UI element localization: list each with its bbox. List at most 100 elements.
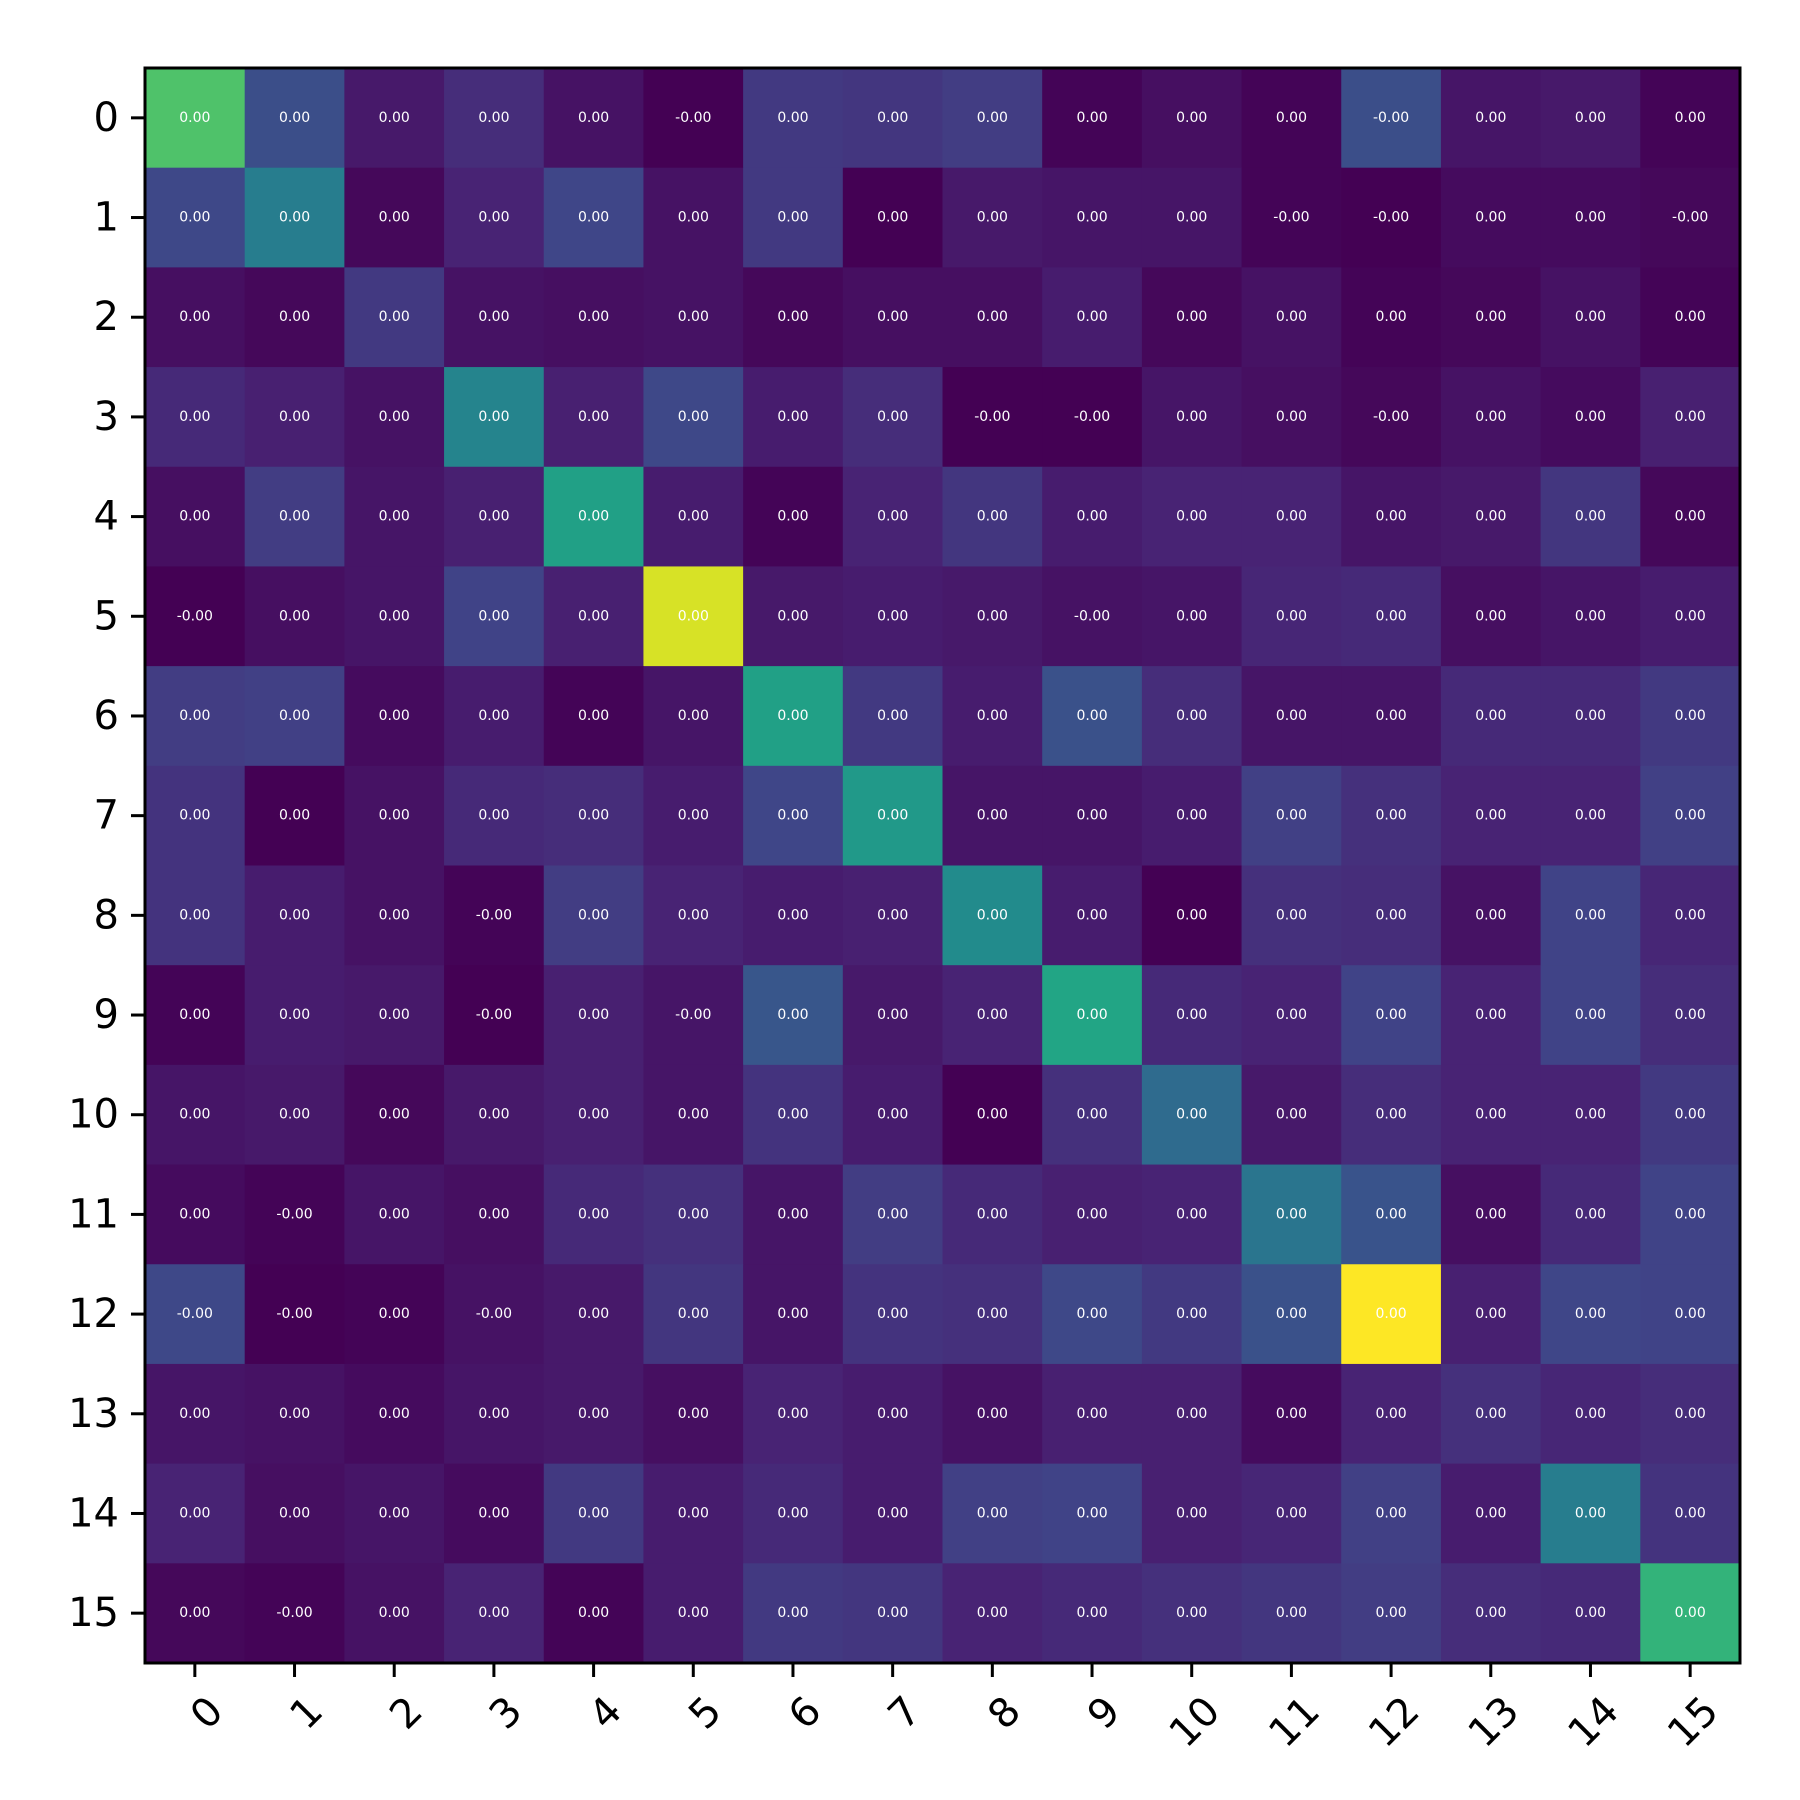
heatmap-cell [1540, 167, 1641, 268]
cell-value-label: 0.00 [1076, 210, 1107, 226]
cell-value-label: 0.00 [1076, 907, 1107, 923]
heatmap-cell [743, 367, 844, 468]
heatmap-cell [1540, 666, 1641, 767]
cell-value-label: 0.00 [379, 210, 410, 226]
cell-value-label: 0.00 [1475, 309, 1506, 325]
heatmap-cell [1440, 267, 1542, 368]
heatmap-cell [444, 367, 545, 468]
cell-value-label: 0.00 [1475, 1107, 1506, 1123]
cell-value-label: 0.00 [1176, 1605, 1207, 1621]
cell-value-label: 0.00 [1376, 1007, 1407, 1023]
heatmap-cell [842, 865, 943, 966]
cell-value-label: 0.00 [1475, 808, 1506, 824]
cell-value-label: 0.00 [578, 1306, 609, 1322]
heatmap-cell [543, 367, 644, 468]
cell-value-label: 0.00 [977, 1306, 1008, 1322]
heatmap-cell [244, 865, 345, 966]
cell-value-label: 0.00 [1675, 309, 1706, 325]
cell-value-label: 0.00 [777, 409, 808, 425]
heatmap-cell [1440, 68, 1542, 169]
heatmap-cell [1241, 1164, 1342, 1265]
cell-value-label: 0.00 [578, 509, 609, 525]
cell-value-label: 0.00 [877, 309, 908, 325]
heatmap-cell [643, 167, 744, 268]
cell-value-label: 0.00 [179, 1007, 210, 1023]
heatmap-cell [1241, 267, 1342, 368]
cell-value-label: 0.00 [877, 1306, 908, 1322]
cell-value-label: 0.00 [279, 808, 310, 824]
cell-value-label: 0.00 [279, 608, 310, 624]
plot-frame [143, 66, 1742, 1665]
heatmap-cell [145, 566, 246, 667]
cell-value-label: 0.00 [478, 1406, 509, 1422]
heatmap-cell [942, 865, 1043, 966]
cell-value-label: 0.00 [578, 210, 609, 226]
heatmap-cell [543, 68, 644, 169]
heatmap-cell [1141, 566, 1243, 667]
cell-value-label: 0.00 [1276, 808, 1307, 824]
heatmap-cell [1640, 367, 1741, 468]
heatmap-cell [643, 68, 744, 169]
cell-value-label: 0.00 [777, 110, 808, 126]
cell-value-label: 0.00 [478, 608, 509, 624]
heatmap-cell [1141, 1264, 1243, 1365]
cell-value-label: 0.00 [1276, 1605, 1307, 1621]
cell-value-label: 0.00 [1575, 1007, 1606, 1023]
cell-value-label: 0.00 [1376, 1406, 1407, 1422]
heatmap-cell [244, 367, 345, 468]
cell-value-label: 0.00 [1076, 1605, 1107, 1621]
heatmap-cell [743, 1064, 844, 1166]
cell-value-label: 0.00 [1675, 907, 1706, 923]
heatmap-cell [1540, 1363, 1641, 1465]
heatmap-cell [1241, 865, 1342, 966]
heatmap-cell [1440, 466, 1542, 567]
heatmap-cell [643, 1064, 744, 1166]
cell-value-label: 0.00 [877, 1605, 908, 1621]
cell-value-label: 0.00 [777, 1605, 808, 1621]
heatmap-cell [543, 1463, 644, 1564]
heatmap-cell [244, 1164, 345, 1265]
heatmap-cell [842, 566, 943, 667]
heatmap-cell [1042, 367, 1143, 468]
cell-value-label: 0.00 [179, 509, 210, 525]
heatmap-cell-labels: 0.00 0.00 0.00 0.00 0.00 -0.00 0.00 0.00 0.00 0.0… [177, 110, 1709, 1621]
cell-value-label: 0.00 [678, 509, 709, 525]
heatmap-cell [1640, 1363, 1741, 1465]
cell-value-label: 0.00 [1575, 1206, 1606, 1222]
heatmap-cell [1440, 167, 1542, 268]
heatmap-cell [842, 1563, 943, 1664]
heatmap-cell [244, 566, 345, 667]
cell-value-label: 0.00 [379, 409, 410, 425]
heatmap-cell [244, 965, 345, 1066]
heatmap-cell [1440, 1563, 1542, 1664]
cell-value-label: 0.00 [1276, 1505, 1307, 1521]
cell-value-label: 0.00 [1176, 210, 1207, 226]
cell-value-label: 0.00 [578, 907, 609, 923]
heatmap-cell [444, 267, 545, 368]
cell-value-label: 0.00 [1176, 1206, 1207, 1222]
cell-value-label: 0.00 [478, 210, 509, 226]
heatmap-cell [1241, 765, 1342, 866]
y-tick-label: 2 [94, 294, 119, 340]
heatmap-cell [1241, 1463, 1342, 1564]
cell-value-label: 0.00 [678, 1206, 709, 1222]
y-tick-label: 7 [94, 793, 119, 839]
heatmap-cell [942, 765, 1043, 866]
cell-value-label: 0.00 [578, 409, 609, 425]
heatmap-cell [344, 965, 445, 1066]
cell-value-label: 0.00 [678, 808, 709, 824]
cell-value-label: 0.00 [578, 309, 609, 325]
cell-value-label: 0.00 [578, 1107, 609, 1123]
heatmap-cell [145, 965, 246, 1066]
heatmap-cell [842, 1463, 943, 1564]
cell-value-label: 0.00 [379, 1306, 410, 1322]
heatmap-cell [1540, 1064, 1641, 1166]
heatmap-cell [1540, 1264, 1641, 1365]
cell-value-label: 0.00 [1376, 1605, 1407, 1621]
cell-value-label: 0.00 [1575, 210, 1606, 226]
heatmap-cell [444, 765, 545, 866]
cell-value-label: 0.00 [1076, 1406, 1107, 1422]
heatmap-cell [842, 367, 943, 468]
heatmap-cell [1440, 1064, 1542, 1166]
heatmap-cell [543, 267, 644, 368]
